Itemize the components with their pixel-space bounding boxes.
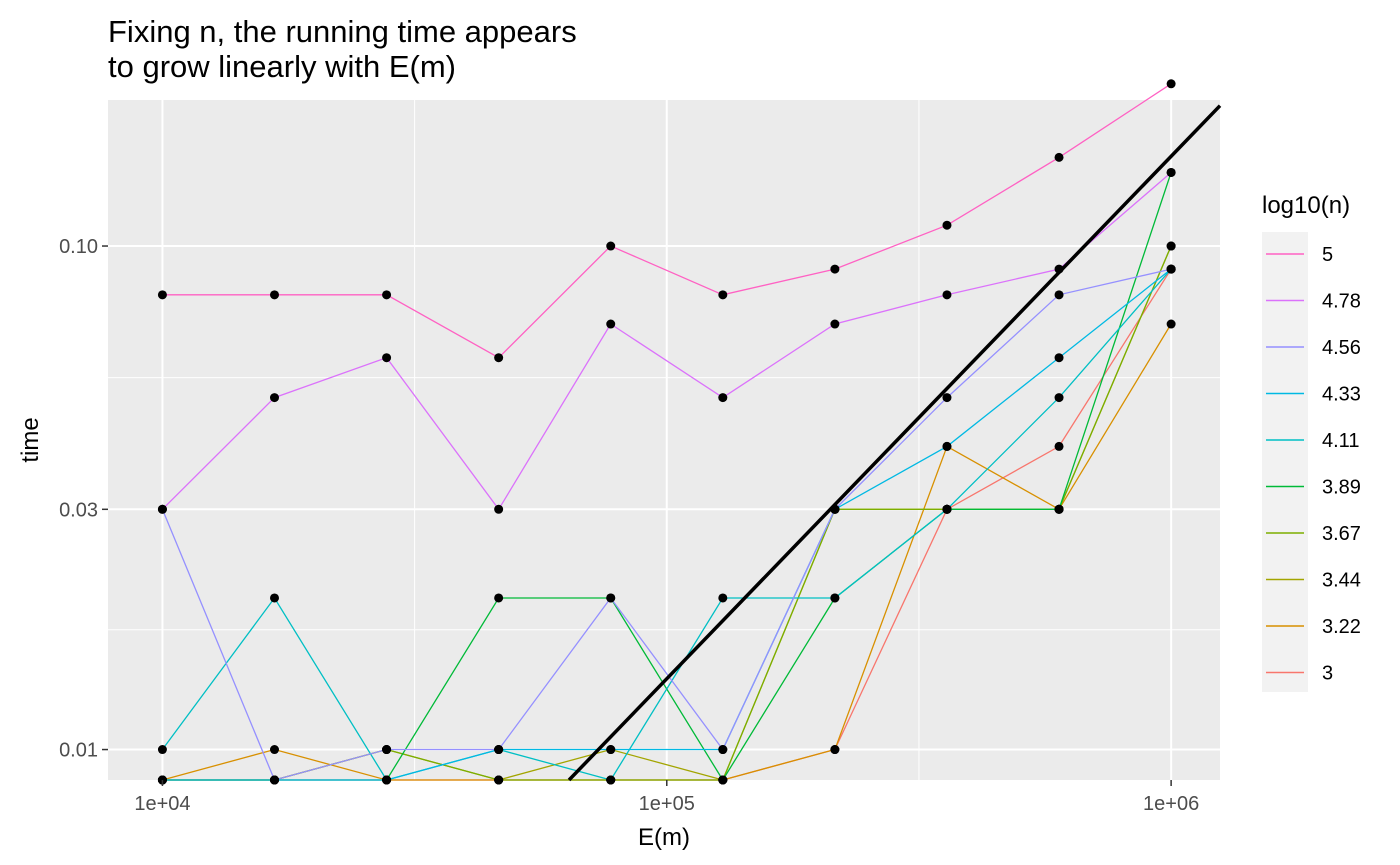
data-point <box>606 593 616 603</box>
data-point <box>606 745 616 755</box>
data-point <box>1166 79 1176 89</box>
data-point <box>157 290 167 300</box>
data-point <box>830 745 840 755</box>
data-point <box>830 319 840 329</box>
data-point <box>270 393 279 403</box>
data-point <box>1054 504 1064 514</box>
data-point <box>942 441 952 451</box>
data-point <box>494 353 504 363</box>
legend-label: 3.67 <box>1322 523 1361 545</box>
grid <box>108 100 1220 780</box>
legend-label: 3.89 <box>1322 477 1361 499</box>
data-point <box>1054 290 1064 300</box>
legend-title: log10(n) <box>1262 192 1350 219</box>
legend-label: 5 <box>1322 244 1333 266</box>
data-point <box>942 290 952 300</box>
reference-line <box>567 104 1222 782</box>
data-point <box>830 504 840 514</box>
data-point <box>157 745 167 755</box>
chart-title: Fixing n, the running time appears to gr… <box>108 14 577 84</box>
data-point <box>606 319 616 329</box>
y-tick-label: 0.03 <box>59 499 98 521</box>
y-axis-title: time <box>17 417 44 462</box>
data-point <box>157 504 167 514</box>
data-point <box>270 775 279 785</box>
data-point <box>494 745 504 755</box>
data-point <box>830 593 840 603</box>
data-point <box>270 745 279 755</box>
legend-label: 3 <box>1322 663 1333 685</box>
data-point <box>1054 264 1064 274</box>
legend-label: 3.22 <box>1322 616 1361 638</box>
legend-label: 4.78 <box>1322 291 1361 313</box>
data-point <box>494 775 504 785</box>
legend-label: 4.33 <box>1322 384 1361 406</box>
data-point <box>1054 152 1064 162</box>
data-point <box>382 353 392 363</box>
x-axis-title: E(m) <box>638 824 690 851</box>
series-line-5 <box>162 83 1172 359</box>
data-point <box>270 290 279 300</box>
data-point <box>1054 353 1064 363</box>
legend-key-background <box>1262 232 1308 692</box>
x-tick-label: 1e+06 <box>1143 793 1199 815</box>
data-point <box>718 393 728 403</box>
plot-panel <box>108 100 1220 780</box>
data-point <box>1054 441 1064 451</box>
data-point <box>942 393 952 403</box>
legend-label: 4.11 <box>1322 430 1359 452</box>
data-point <box>270 593 279 603</box>
data-point <box>606 775 616 785</box>
data-point <box>494 593 504 603</box>
x-tick-label: 1e+04 <box>134 793 190 815</box>
series-line-4-56 <box>161 268 1172 781</box>
data-point <box>942 220 952 230</box>
data-point <box>382 745 392 755</box>
axes: 1e+04 1e+05 1e+06 0.01 0.03 0.10 <box>59 236 1199 815</box>
x-tick-label: 1e+05 <box>639 793 695 815</box>
legend-label: 4.56 <box>1322 337 1361 359</box>
y-tick-label: 0.10 <box>59 236 98 258</box>
data-point <box>494 504 504 514</box>
series-line-4-78 <box>161 172 1172 511</box>
data-point <box>718 775 728 785</box>
data-point <box>1166 264 1176 274</box>
data-point <box>1054 393 1064 403</box>
data-point <box>1166 241 1176 251</box>
data-point <box>382 290 392 300</box>
legend-label: 3.44 <box>1322 570 1361 592</box>
legend: log10(n) 5 4.78 4.56 4.33 4.11 3.89 3.67 3.44 3.… <box>1262 192 1361 692</box>
reference-line-segment <box>567 104 1222 782</box>
data-point <box>830 264 840 274</box>
data-point <box>606 241 616 251</box>
data-point <box>718 745 728 755</box>
y-tick-label: 0.01 <box>59 740 98 762</box>
data-point <box>718 290 728 300</box>
data-point <box>718 593 728 603</box>
data-point <box>1166 319 1176 329</box>
data-points <box>157 79 1176 785</box>
data-point <box>942 504 952 514</box>
data-point <box>1166 167 1176 177</box>
series-line-4-11 <box>161 268 1172 781</box>
data-point <box>382 775 392 785</box>
legend-items: 5 4.78 4.56 4.33 4.11 3.89 3.67 3.44 3.22 3 <box>1266 244 1361 685</box>
series-line-4-33 <box>162 268 1172 781</box>
